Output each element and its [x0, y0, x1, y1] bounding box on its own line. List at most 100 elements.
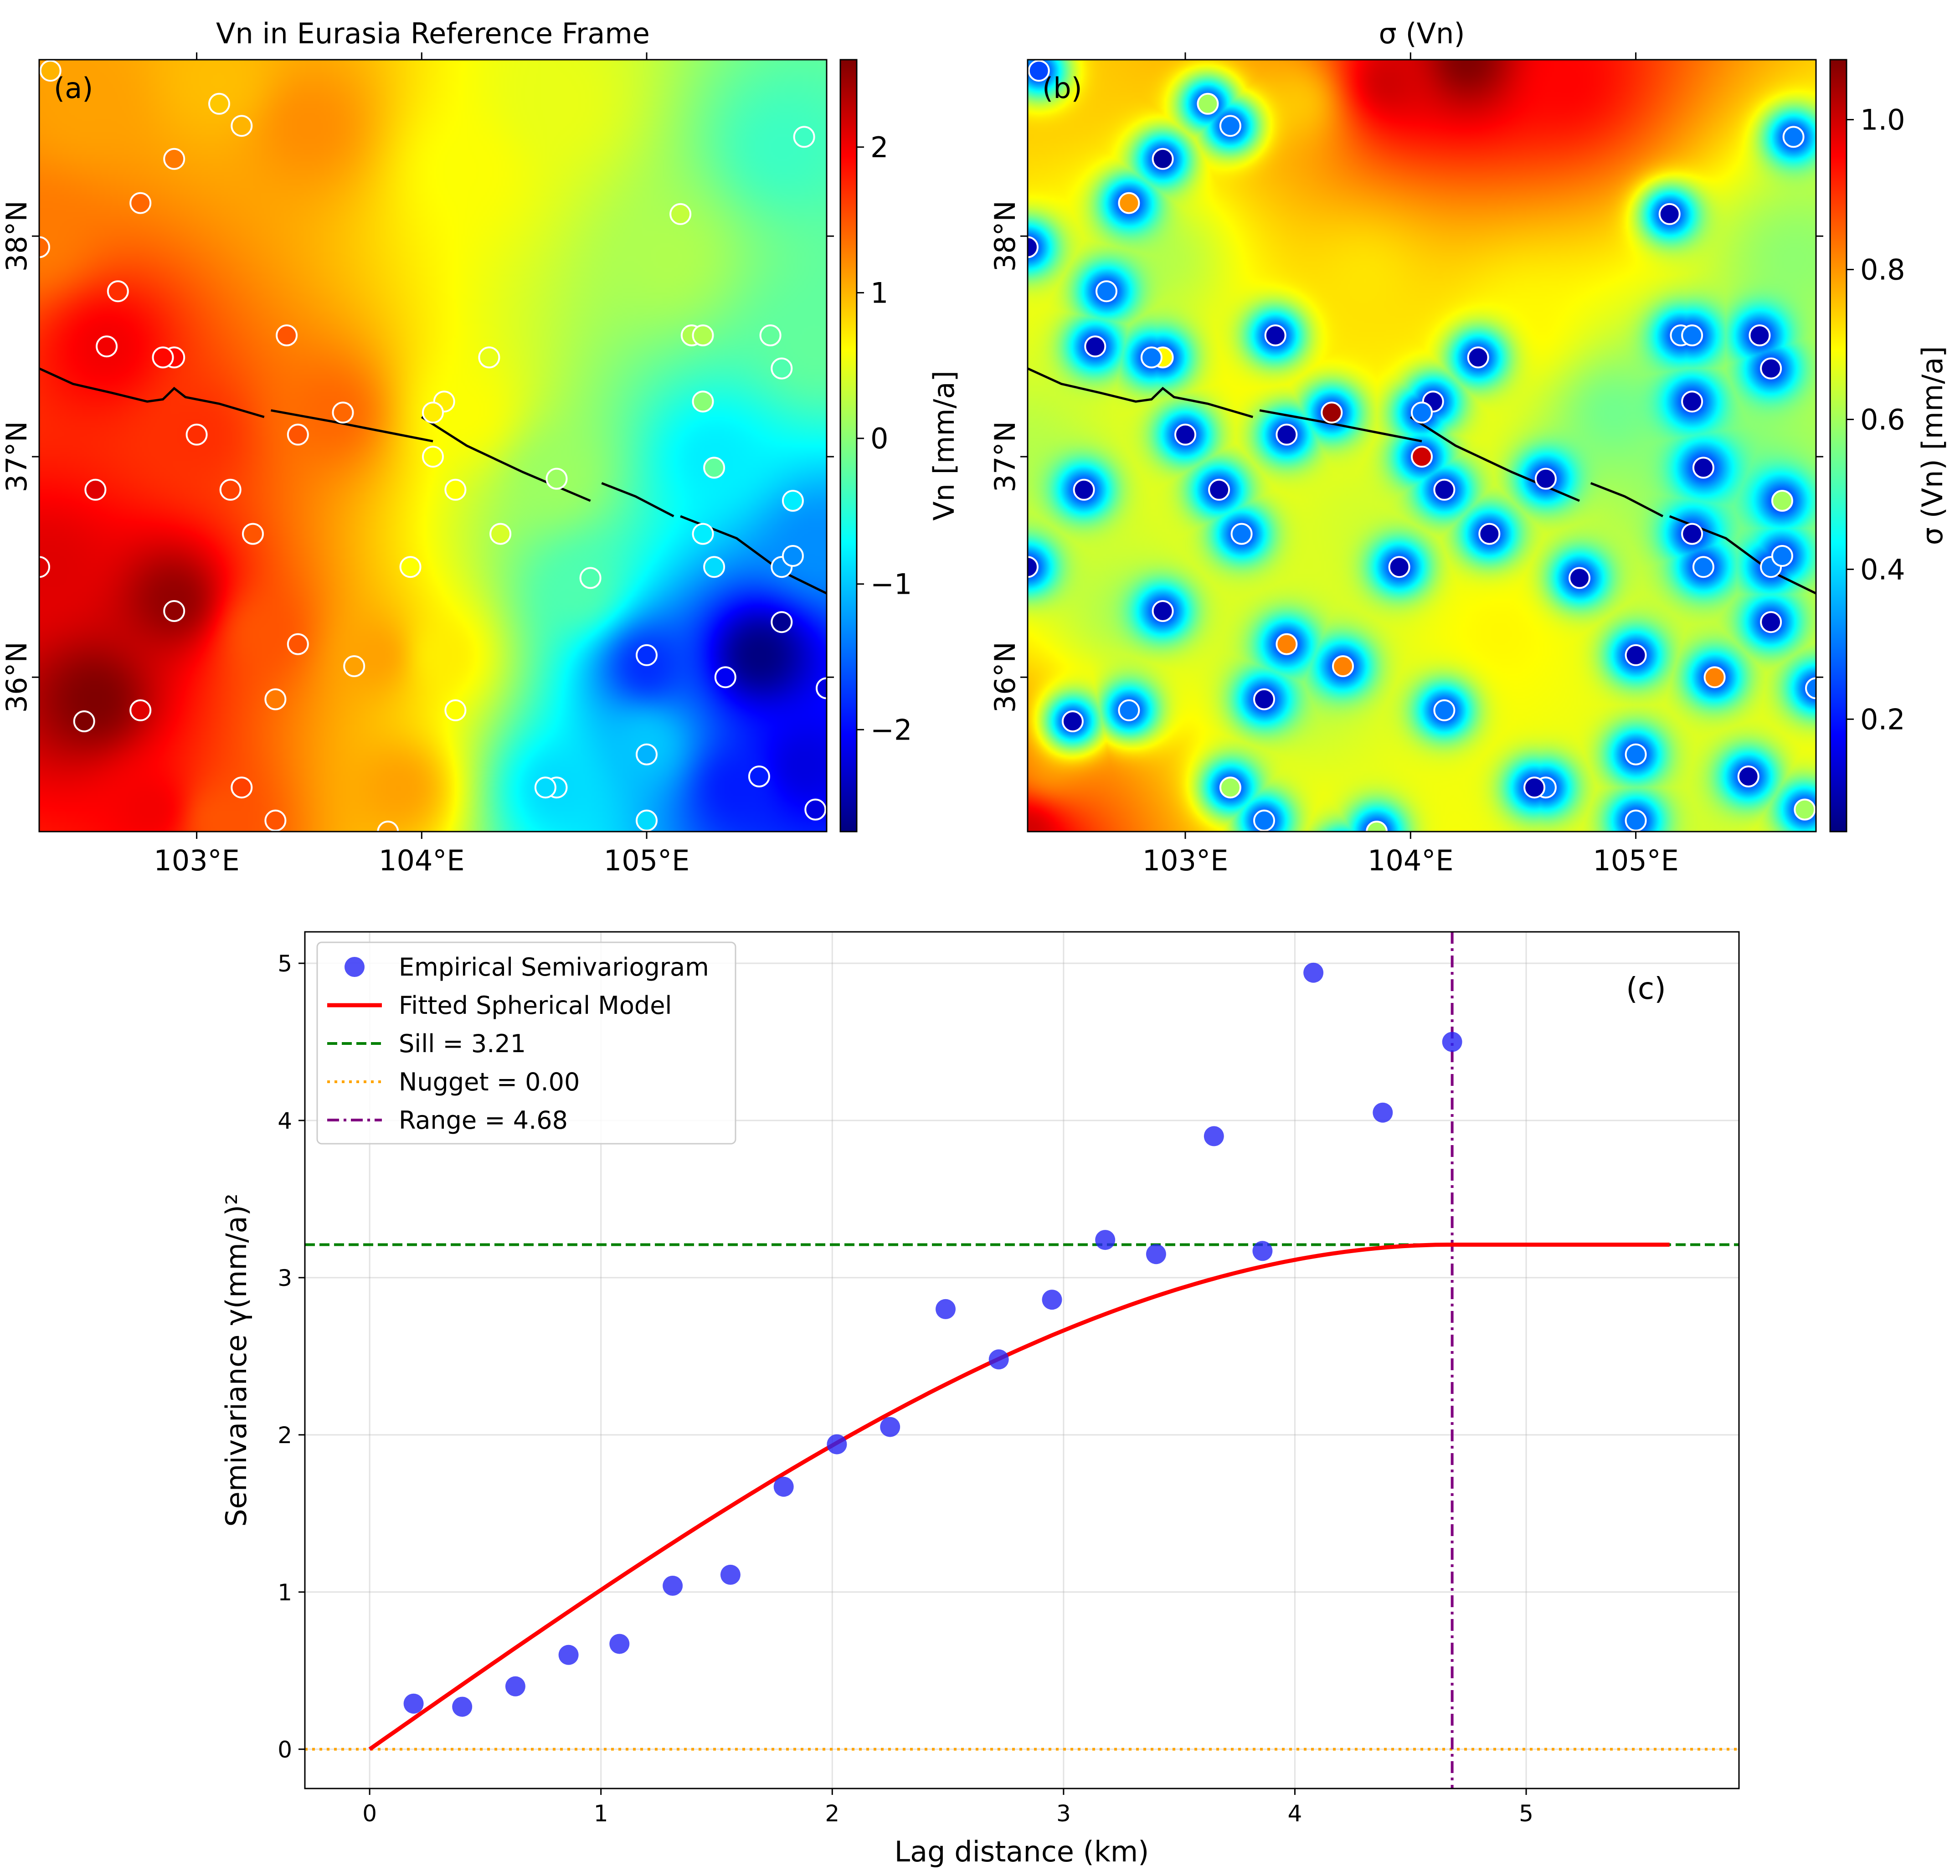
station-marker-sigma — [1118, 192, 1140, 214]
station-marker-vn — [422, 446, 444, 468]
y-tick-label: 38°N — [0, 200, 33, 272]
station-marker-vn — [129, 192, 152, 214]
station-marker-vn — [152, 346, 174, 369]
empirical-point — [1204, 1126, 1224, 1146]
x-tick-label: 105°E — [1593, 844, 1679, 877]
y-tick-label: 2 — [278, 1422, 292, 1449]
legend-range-label: Range = 4.68 — [399, 1106, 568, 1135]
empirical-point — [403, 1693, 424, 1714]
panel-b-title: σ (Vn) — [1379, 17, 1465, 50]
station-marker-vn — [332, 401, 354, 424]
station-marker-vn — [129, 699, 152, 721]
station-marker-vn — [344, 843, 364, 863]
panel-c-frame — [304, 931, 1740, 1789]
station-marker-sigma — [1118, 699, 1140, 721]
empirical-point — [1146, 1244, 1166, 1264]
x-tick-label: 0 — [362, 1800, 377, 1827]
spherical-model-curve — [368, 1243, 1670, 1751]
colorbar-tick-label: 0 — [870, 422, 888, 455]
panel-b-colorbar — [1829, 59, 1847, 833]
empirical-point — [880, 1417, 900, 1437]
panel-a-colorbar-label: Vn [mm/a] — [927, 370, 961, 520]
x-tick-label: 1 — [594, 1800, 608, 1827]
station-marker-vn — [703, 457, 725, 479]
station-marker-sigma — [1264, 324, 1286, 346]
panel-b-colorbar-ticks: 1.0 0.8 0.6 0.4 0.2 — [1847, 103, 1905, 736]
empirical-point — [1303, 962, 1324, 983]
panel-a-colorbar — [839, 59, 858, 833]
y-tick-label: 0 — [278, 1737, 292, 1763]
y-tick-label: 36°N — [0, 642, 33, 713]
colorbar-tick-label: 0.6 — [1860, 403, 1905, 436]
station-marker-vn — [545, 468, 568, 490]
panel-b-colorbar-label: σ (Vn) [mm/a] — [1916, 346, 1949, 545]
colorbar-tick-label: 0.2 — [1860, 703, 1905, 736]
station-marker-vn — [84, 478, 107, 501]
y-tick-label: 1 — [278, 1579, 292, 1606]
colorbar-tick-label: 1 — [870, 276, 888, 309]
x-tick-label: 103°E — [154, 844, 240, 877]
fault-line-segment — [1590, 482, 1664, 518]
station-marker-sigma — [1433, 699, 1456, 721]
empirical-point — [1042, 1290, 1062, 1310]
station-marker-sigma — [1805, 677, 1816, 699]
station-marker-sigma — [1084, 335, 1106, 358]
station-marker-sigma — [1760, 611, 1782, 633]
station-marker-sigma — [1219, 115, 1241, 137]
legend-model-label: Fitted Spherical Model — [399, 991, 672, 1020]
station-marker-sigma — [1140, 346, 1163, 369]
y-tick-label: 4 — [278, 1108, 292, 1134]
station-marker-vn — [287, 423, 309, 446]
colorbar-tick-label: 2 — [870, 131, 888, 164]
station-marker-vn — [579, 567, 602, 589]
station-marker-sigma — [1782, 126, 1805, 148]
station-marker-vn — [444, 699, 467, 721]
station-marker-sigma — [1028, 556, 1039, 578]
legend-nugget-label: Nugget = 0.00 — [399, 1068, 580, 1096]
x-tick-label: 104°E — [1368, 844, 1454, 877]
fault-line-segment — [271, 409, 433, 442]
panel-c-y-axis-label: Semivariance γ(mm/a)² — [220, 1193, 253, 1526]
station-marker-vn — [748, 766, 770, 787]
x-tick-label: 3 — [1056, 1800, 1071, 1827]
empirical-point — [663, 1576, 683, 1596]
y-tick-label: 36°N — [988, 642, 1022, 713]
station-marker-vn — [636, 743, 658, 766]
station-marker-vn — [692, 324, 714, 346]
station-marker-vn — [759, 324, 782, 346]
empirical-point — [1442, 1032, 1462, 1052]
station-marker-sigma — [1152, 148, 1174, 170]
y-tick-label: 38°N — [988, 200, 1022, 272]
empirical-point — [1252, 1241, 1273, 1261]
station-marker-vn — [636, 809, 658, 832]
station-marker-vn — [793, 126, 815, 148]
station-marker-vn — [242, 523, 264, 545]
station-marker-vn — [534, 776, 556, 799]
panel-c-axis-ticks: 0 1 2 3 4 5 0 1 2 3 4 5 — [278, 951, 1533, 1827]
station-marker-vn — [816, 677, 827, 699]
station-marker-sigma — [1276, 633, 1298, 655]
panel-b: σ (Vn) (b) 103°E 104°E 105°E 36°N 37°N 38°N 1… — [988, 17, 1949, 877]
x-tick-label: 4 — [1288, 1800, 1302, 1827]
station-marker-sigma — [1625, 809, 1647, 832]
station-marker-sigma — [1028, 236, 1039, 258]
fault-line-segment — [1028, 367, 1254, 418]
station-marker-vn — [489, 523, 512, 545]
station-marker-vn — [39, 556, 50, 578]
station-marker-sigma — [1253, 809, 1275, 832]
colorbar-tick-label: −1 — [870, 568, 912, 601]
station-marker-vn — [399, 556, 422, 578]
station-marker-sigma — [1534, 468, 1557, 490]
station-marker-sigma — [1433, 478, 1456, 501]
empirical-point — [558, 1645, 579, 1665]
fault-line-segment — [39, 367, 265, 418]
station-marker-sigma — [1478, 523, 1501, 545]
panel-c-x-axis-label: Lag distance (km) — [895, 1835, 1149, 1868]
y-tick-label: 37°N — [0, 421, 33, 492]
empirical-point — [827, 1434, 847, 1455]
empirical-point — [1373, 1102, 1393, 1123]
station-marker-sigma — [1658, 203, 1681, 225]
station-marker-sigma — [1681, 324, 1703, 346]
station-marker-vn — [343, 655, 365, 677]
station-marker-sigma — [1276, 423, 1298, 446]
